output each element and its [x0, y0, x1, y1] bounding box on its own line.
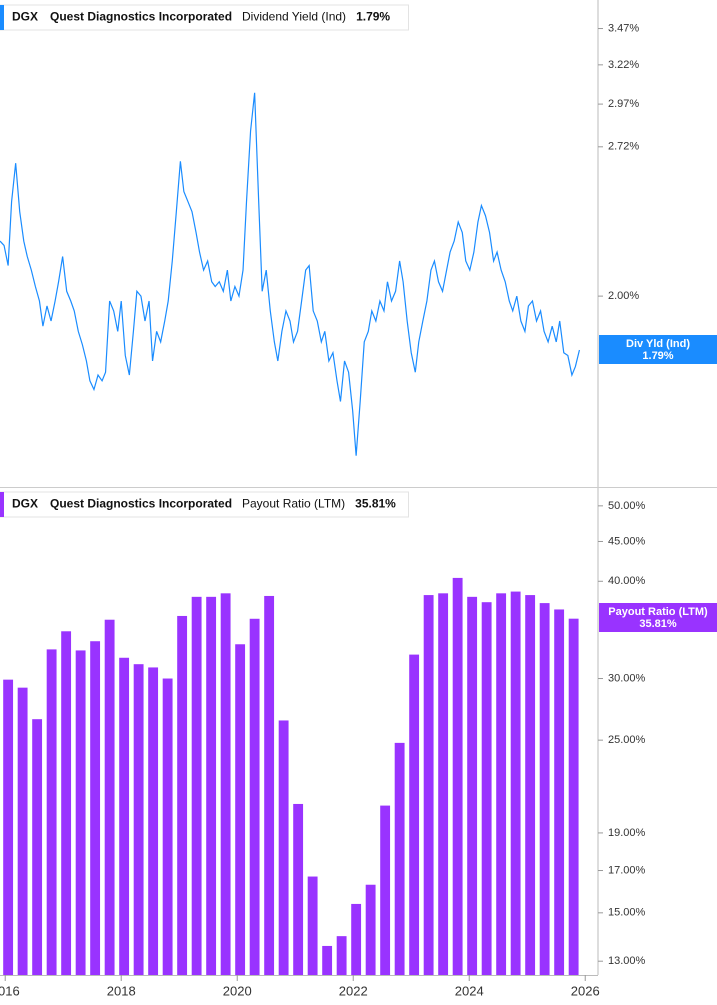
bar — [32, 719, 43, 975]
y-tick-label: 15.00% — [608, 907, 646, 919]
bar — [496, 593, 507, 975]
bar — [293, 803, 304, 975]
y-tick-label: 3.22% — [608, 59, 639, 71]
bar — [264, 595, 275, 975]
bar — [336, 936, 347, 975]
value-tag — [599, 603, 717, 632]
y-tick-label: 45.00% — [608, 535, 646, 547]
bar — [220, 593, 231, 975]
y-tick-label: 2.00% — [608, 290, 639, 302]
bar — [61, 631, 72, 975]
y-tick-label: 13.00% — [608, 955, 646, 967]
bar — [380, 805, 391, 975]
y-tick-label: 17.00% — [608, 864, 646, 876]
bar — [322, 945, 333, 975]
bar — [104, 619, 115, 975]
value-tag-value: 35.81% — [639, 618, 677, 630]
legend-value: 35.81% — [355, 497, 396, 511]
bar — [90, 641, 101, 975]
bar — [235, 644, 246, 975]
bar — [3, 679, 14, 975]
y-tick-label: 30.00% — [608, 672, 646, 684]
x-tick-label: 2018 — [107, 983, 136, 998]
bar — [75, 650, 86, 975]
bar — [539, 603, 550, 975]
bar — [525, 595, 536, 975]
y-tick-label: 50.00% — [608, 500, 646, 512]
bar — [452, 577, 463, 975]
bar — [438, 593, 449, 975]
legend-swatch — [0, 5, 4, 30]
bar — [133, 664, 144, 975]
bar — [409, 654, 420, 975]
y-tick-label: 25.00% — [608, 734, 646, 746]
value-tag-label: Payout Ratio (LTM) — [608, 606, 708, 618]
bar — [162, 678, 173, 975]
bar — [467, 596, 478, 975]
x-tick-label: 2016 — [0, 983, 20, 998]
x-tick-label: 2024 — [455, 983, 484, 998]
value-tag-label: Div Yld (Ind) — [626, 338, 690, 350]
bar — [249, 618, 260, 975]
bar — [278, 720, 289, 975]
bar — [17, 687, 28, 975]
line — [0, 92, 581, 456]
bar — [568, 618, 579, 975]
x-tick-label: 2022 — [339, 983, 368, 998]
legend-value: 1.79% — [356, 10, 390, 24]
bar — [46, 649, 57, 975]
bar — [177, 615, 188, 975]
legend-metric: Dividend Yield (Ind) — [242, 10, 346, 24]
legend-company: Quest Diagnostics Incorporated — [50, 497, 232, 511]
bar — [481, 602, 492, 975]
legend-ticker: DGX — [12, 497, 38, 511]
y-tick-label: 40.00% — [608, 575, 646, 587]
bar — [307, 876, 318, 975]
value-tag — [599, 335, 717, 364]
bar — [119, 657, 130, 975]
y-tick-label: 2.72% — [608, 141, 639, 153]
bar — [423, 595, 434, 975]
bar — [206, 596, 217, 975]
legend-swatch — [0, 492, 4, 517]
bar — [394, 742, 405, 975]
bar — [365, 884, 376, 975]
y-tick-label: 3.47% — [608, 22, 639, 34]
bar — [191, 596, 202, 975]
bar — [510, 591, 521, 975]
bar — [554, 609, 565, 975]
y-tick-label: 19.00% — [608, 827, 646, 839]
bar — [351, 903, 362, 975]
legend-company: Quest Diagnostics Incorporated — [50, 10, 232, 24]
legend-metric: Payout Ratio (LTM) — [242, 497, 345, 511]
y-tick-label: 2.97% — [608, 98, 639, 110]
x-tick-label: 2026 — [571, 983, 600, 998]
x-tick-label: 2020 — [223, 983, 252, 998]
legend-ticker: DGX — [12, 10, 38, 24]
bar — [148, 667, 159, 975]
value-tag-value: 1.79% — [642, 350, 673, 362]
